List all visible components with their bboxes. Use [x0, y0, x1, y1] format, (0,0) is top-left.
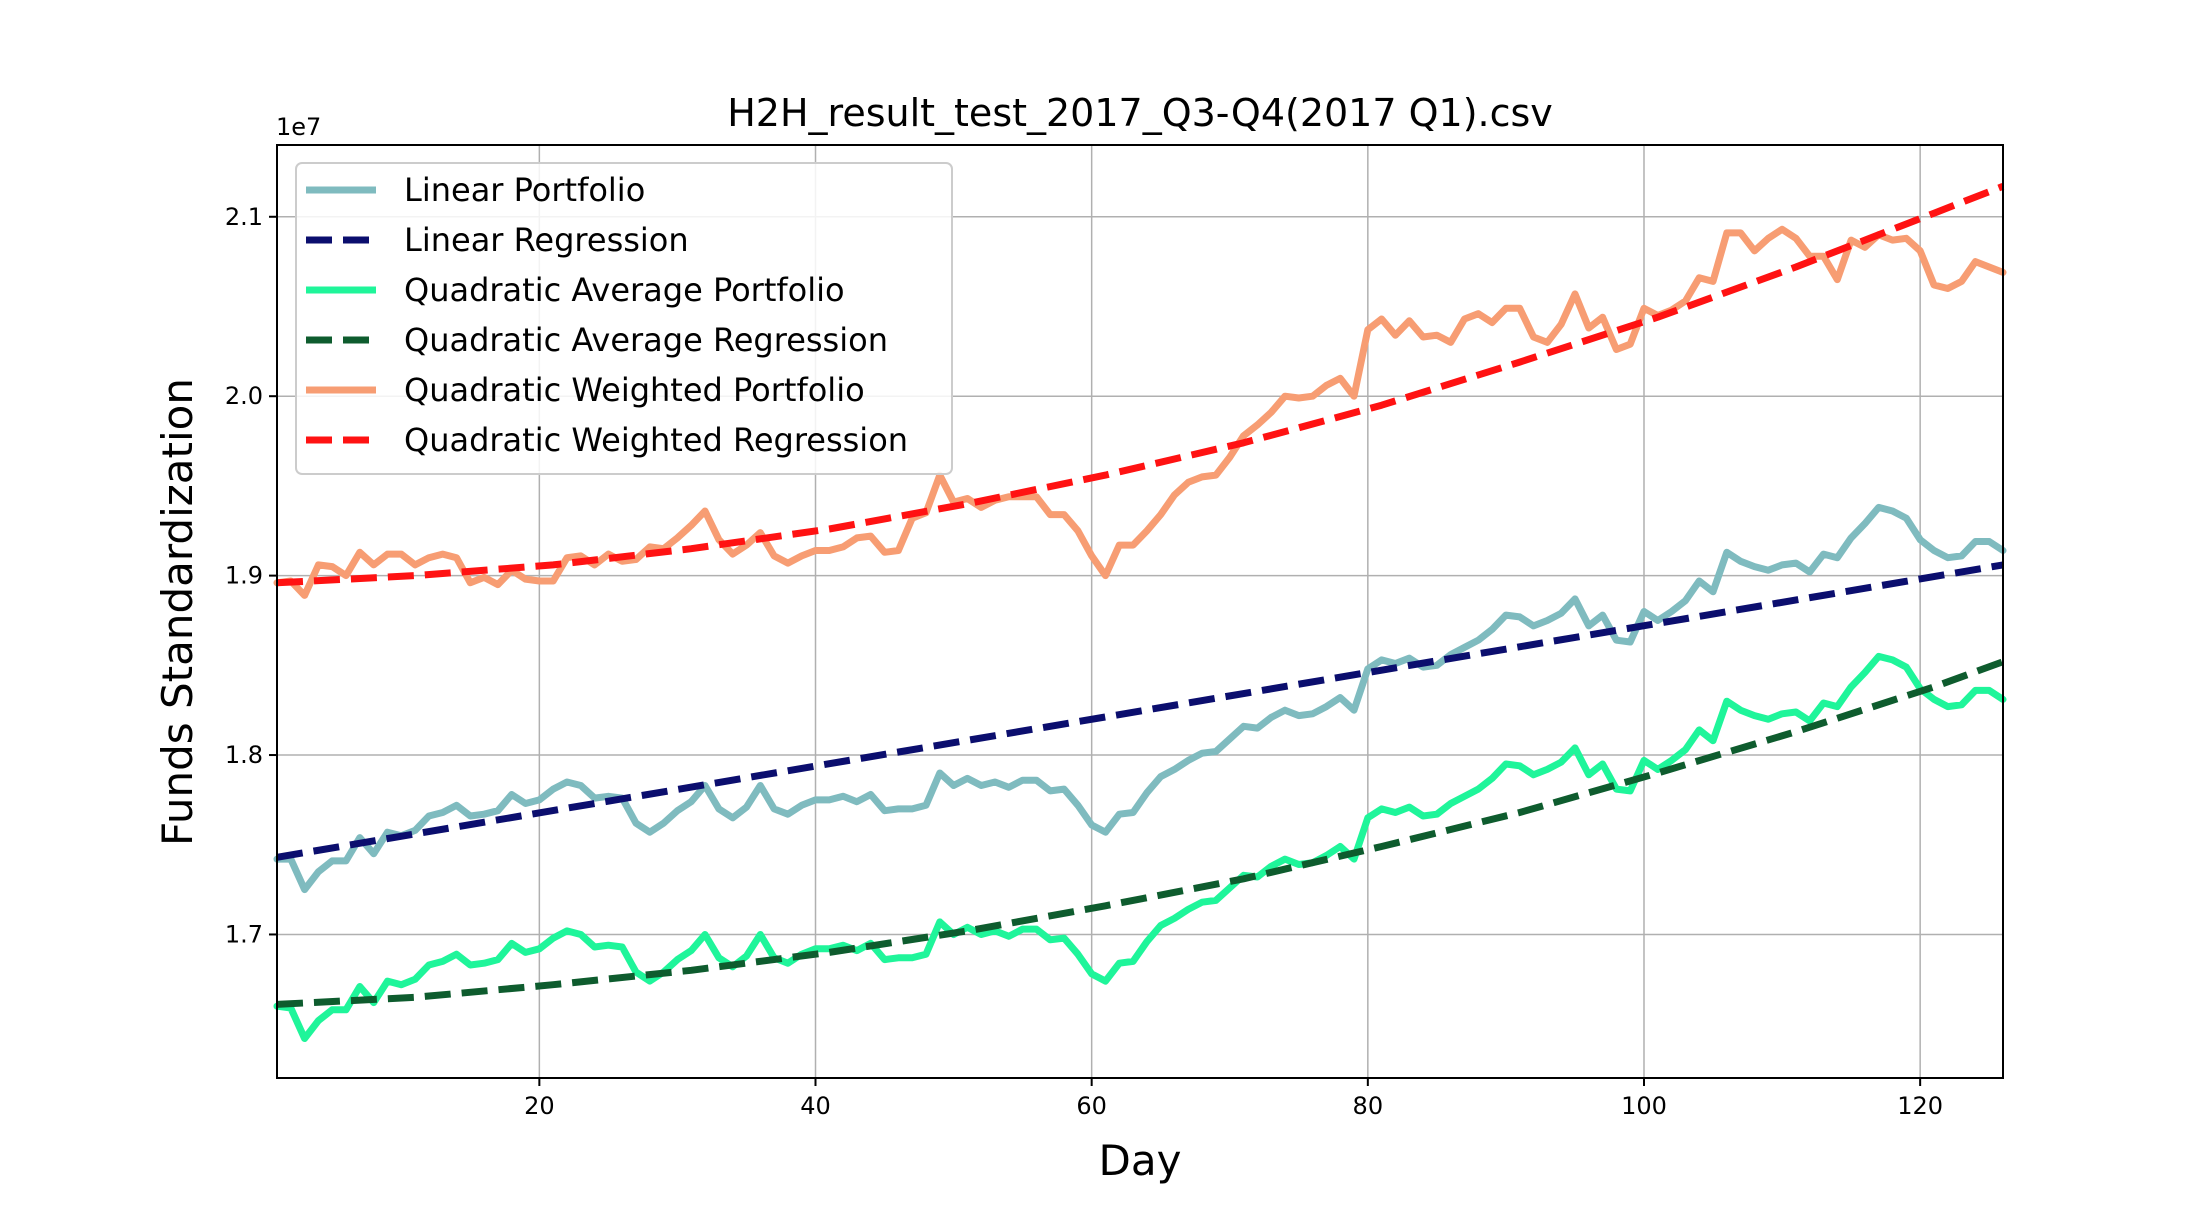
y-tick-label: 1.8	[225, 741, 263, 769]
legend-box	[295, 162, 953, 475]
chart-title: H2H_result_test_2017_Q3-Q4(2017 Q1).csv	[727, 91, 1553, 135]
legend-label-quadratic-weighted-regression: Quadratic Weighted Regression	[404, 421, 908, 459]
y-axis-label: Funds Standardization	[153, 378, 202, 846]
x-tick-label: 20	[524, 1092, 555, 1120]
x-tick-label: 80	[1353, 1092, 1384, 1120]
quadratic-weighted-portfolio-line	[273, 225, 2007, 599]
x-axis-label: Day	[1099, 1136, 1182, 1185]
legend: Linear Portfolio Linear Regression Quadrat…	[295, 162, 953, 475]
grid-lines	[277, 145, 2003, 1078]
y-offset-label: 1e7	[276, 113, 321, 141]
legend-label-linear-portfolio: Linear Portfolio	[404, 171, 645, 209]
plot-series	[273, 183, 2007, 1042]
y-tick-label: 2.1	[225, 203, 263, 231]
quadratic-average-portfolio-line	[273, 652, 2007, 1042]
linear-portfolio-line	[273, 503, 2007, 894]
x-tick-label: 120	[1897, 1092, 1943, 1120]
legend-label-quadratic-average-regression: Quadratic Average Regression	[404, 321, 888, 359]
y-tick-label: 1.7	[225, 920, 263, 948]
plot-frame	[276, 144, 2004, 1079]
y-tick-label: 2.0	[225, 382, 263, 410]
x-tick-label: 60	[1076, 1092, 1107, 1120]
x-tick-label: 40	[800, 1092, 831, 1120]
y-tick-label: 1.9	[225, 562, 263, 590]
x-tick-label: 100	[1621, 1092, 1667, 1120]
legend-label-quadratic-weighted-portfolio: Quadratic Weighted Portfolio	[404, 371, 865, 409]
legend-label-quadratic-average-portfolio: Quadratic Average Portfolio	[404, 271, 845, 309]
quadratic-average-regression-line	[276, 658, 2005, 1008]
linear-regression-line	[276, 561, 2004, 861]
quadratic-weighted-regression-line	[276, 183, 2005, 587]
axis-ticks: 20 40 60 80 100 120 1.7 1.8 1.9 2.0 2.1	[225, 203, 1943, 1120]
legend-label-linear-regression: Linear Regression	[404, 221, 689, 259]
